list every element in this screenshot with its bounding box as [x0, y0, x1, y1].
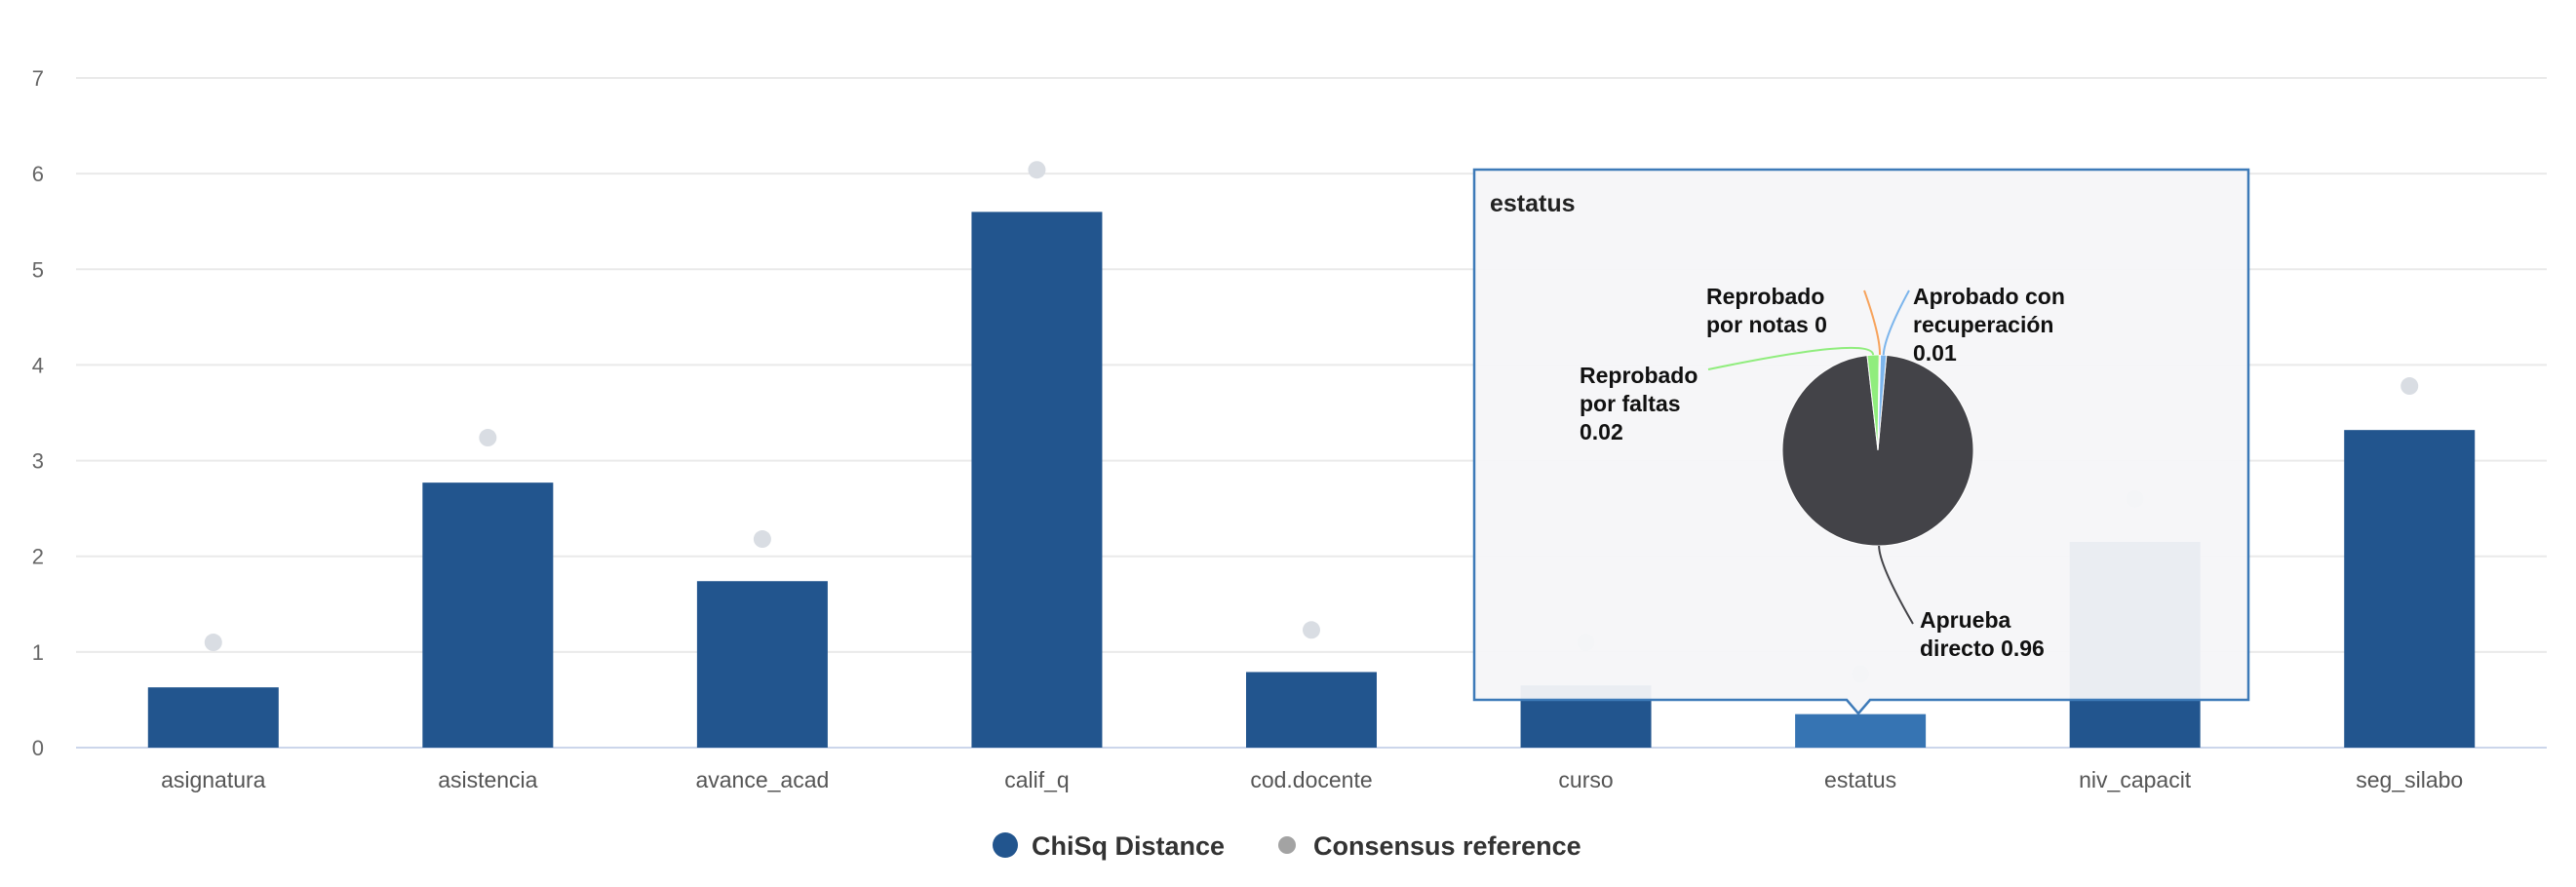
pie-connector	[1707, 346, 1875, 370]
pie-label: recuperación	[1913, 312, 2053, 337]
tooltip-title: estatus	[1490, 190, 1576, 217]
y-tick-label: 4	[32, 353, 44, 377]
x-tick-label: asistencia	[438, 767, 537, 792]
x-tick-label: seg_silabo	[2356, 767, 2463, 792]
bar-seg-silabo[interactable]	[2344, 430, 2476, 748]
pie-label: por notas 0	[1706, 312, 1827, 337]
pie-label: Reprobado	[1580, 363, 1698, 388]
pie-label: por faltas	[1580, 391, 1681, 416]
pie-connector	[1882, 289, 1910, 356]
consensus-point-avance-acad[interactable]	[753, 530, 771, 549]
legend-label-consensus: Consensus reference	[1313, 831, 1581, 861]
x-tick-label: niv_capacit	[2079, 767, 2192, 792]
y-tick-label: 6	[32, 162, 44, 186]
legend-swatch-chisq	[993, 832, 1018, 858]
x-tick-label: calif_q	[1004, 767, 1069, 792]
x-tick-label: asignatura	[161, 767, 266, 792]
consensus-point-calif-q[interactable]	[1028, 161, 1046, 179]
tooltip: estatus Aprueba directo 0.96 Reprobado por …	[1472, 168, 2250, 715]
x-tick-label: avance_acad	[695, 767, 829, 792]
pie-label: directo 0.96	[1920, 636, 2045, 661]
pie-connector	[1878, 545, 1914, 625]
bar-asignatura[interactable]	[147, 687, 279, 748]
x-tick-label: estatus	[1824, 767, 1896, 792]
legend-swatch-consensus	[1278, 836, 1296, 854]
consensus-point-seg-silabo[interactable]	[2400, 377, 2419, 396]
y-tick-label: 5	[32, 257, 44, 282]
y-tick-label: 2	[32, 545, 44, 569]
legend-label-chisq: ChiSq Distance	[1032, 831, 1225, 861]
x-axis: asignatura asistencia avance_acad calif_q co…	[161, 767, 2463, 792]
y-tick-label: 1	[32, 640, 44, 665]
legend[interactable]: ChiSq Distance Consensus reference	[993, 831, 1581, 861]
bar-estatus[interactable]	[1795, 713, 1927, 748]
tooltip-pie	[1781, 354, 1974, 547]
x-tick-label: curso	[1558, 767, 1613, 792]
pie-label: 0.02	[1580, 419, 1623, 444]
legend-item-consensus[interactable]: Consensus reference	[1278, 831, 1581, 861]
consensus-point-asistencia[interactable]	[479, 429, 497, 447]
bar-asistencia[interactable]	[422, 482, 554, 748]
bar-cod-docente[interactable]	[1246, 672, 1377, 748]
y-tick-label: 3	[32, 449, 44, 474]
consensus-point-cod-docente[interactable]	[1303, 621, 1320, 639]
legend-item-chisq[interactable]: ChiSq Distance	[993, 831, 1225, 861]
pie-label: 0.01	[1913, 340, 1957, 366]
tooltip-pie-labels: Aprueba directo 0.96 Reprobado por faltas 0.…	[1580, 284, 2065, 661]
pie-slice	[1781, 354, 1974, 547]
y-tick-label: 7	[32, 66, 44, 91]
pie-label: Aprueba	[1920, 607, 2011, 633]
consensus-point-asignatura[interactable]	[204, 634, 222, 652]
bar-avance-acad[interactable]	[696, 581, 828, 748]
x-tick-label: cod.docente	[1250, 767, 1372, 792]
pie-connector	[1863, 289, 1881, 356]
pie-slice	[1877, 354, 1888, 451]
pie-label: Aprobado con	[1913, 284, 2065, 309]
pie-label: Reprobado	[1706, 284, 1824, 309]
bar-calif-q[interactable]	[971, 212, 1103, 748]
y-tick-label: 0	[32, 736, 44, 760]
y-axis: 0 1 2 3 4 5 6 7	[32, 66, 44, 760]
